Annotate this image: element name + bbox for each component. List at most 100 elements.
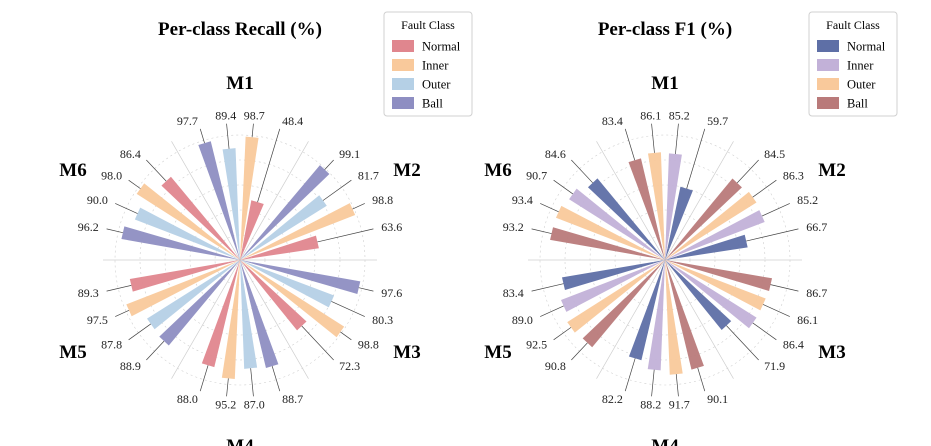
bar-base xyxy=(228,260,240,266)
value-label: 90.0 xyxy=(87,193,108,207)
bar-base xyxy=(663,247,665,260)
bar-base xyxy=(240,254,252,260)
legend-swatch-inner xyxy=(817,59,839,71)
value-label: 86.4 xyxy=(783,338,804,352)
legend-label-ball: Ball xyxy=(847,97,868,111)
legend-label-outer: Outer xyxy=(422,78,451,92)
leader-line xyxy=(571,342,588,361)
value-label: 96.2 xyxy=(78,220,99,234)
bars xyxy=(121,136,361,380)
bar-normal-m5 xyxy=(129,262,229,292)
leader-line xyxy=(571,159,593,184)
bar-ball-m3 xyxy=(251,262,361,295)
grid-spoke xyxy=(171,259,241,379)
bar-outer-m4 xyxy=(240,271,258,369)
leader-line xyxy=(146,340,165,361)
value-label: 59.7 xyxy=(707,114,728,128)
value-label: 89.0 xyxy=(512,313,533,327)
leader-line xyxy=(324,159,334,170)
leader-line xyxy=(226,123,230,149)
value-label: 85.2 xyxy=(669,109,690,123)
bar-base xyxy=(665,260,677,264)
bar-outer-m5 xyxy=(567,266,656,333)
value-label: 86.3 xyxy=(783,169,804,183)
leader-line xyxy=(752,322,777,341)
model-label-m5: M5 xyxy=(59,342,86,363)
bar-normal-m4 xyxy=(201,271,238,368)
value-label: 66.7 xyxy=(806,220,827,234)
bar-base xyxy=(654,252,665,260)
value-label: 82.2 xyxy=(602,392,623,406)
model-label-m6: M6 xyxy=(484,160,511,181)
leader-line xyxy=(675,374,679,397)
bar-base xyxy=(240,250,249,260)
leader-line xyxy=(770,284,799,292)
bar-ball-m4 xyxy=(667,271,704,370)
bar-inner-m6 xyxy=(136,183,231,254)
bar-normal-m1 xyxy=(242,200,264,249)
bar-ball-m2 xyxy=(672,178,742,252)
bar-base xyxy=(229,252,240,260)
bar-base xyxy=(665,248,670,260)
value-label: 81.7 xyxy=(358,169,379,183)
value-label: 88.0 xyxy=(177,392,198,406)
value-label: 97.5 xyxy=(87,313,108,327)
grid-spoke xyxy=(664,141,734,261)
leader-line xyxy=(736,159,759,184)
legend-label-normal: Normal xyxy=(422,40,461,54)
leader-line xyxy=(199,128,205,144)
value-label: 88.9 xyxy=(120,359,141,373)
bar-base xyxy=(654,260,665,268)
value-label: 99.1 xyxy=(339,147,360,161)
leader-line xyxy=(746,228,799,242)
bar-base xyxy=(240,260,245,272)
model-label-m3: M3 xyxy=(393,342,420,363)
bar-ball-m2 xyxy=(247,165,330,252)
bar-base xyxy=(665,252,676,260)
legend-title: Fault Class xyxy=(826,18,880,32)
bar-ball-m3 xyxy=(676,262,773,291)
leader-line xyxy=(624,358,636,392)
polar-grid xyxy=(103,134,377,386)
bar-base xyxy=(665,260,670,272)
legend: Fault Class Normal Inner Outer Ball xyxy=(808,11,898,117)
model-label-m5: M5 xyxy=(484,342,511,363)
chart-title: Per-class Recall (%) xyxy=(158,19,322,40)
bar-ball-m1 xyxy=(628,158,663,249)
bar-base xyxy=(240,248,245,260)
bar-inner-m4 xyxy=(647,271,665,371)
bar-base xyxy=(228,256,240,260)
bar-outer-m4 xyxy=(665,271,683,375)
leader-line xyxy=(686,128,706,189)
value-label: 93.2 xyxy=(503,220,524,234)
leader-line xyxy=(726,325,759,361)
model-label-m1: M1 xyxy=(651,73,678,94)
value-label: 97.6 xyxy=(381,286,402,300)
value-label: 72.3 xyxy=(339,359,360,373)
grid-spoke xyxy=(664,259,734,379)
bar-base xyxy=(240,248,242,260)
bar-base xyxy=(656,250,665,260)
leader-line xyxy=(358,287,374,292)
grid-spoke xyxy=(596,141,666,261)
bar-inner-m3 xyxy=(249,266,345,338)
leader-line xyxy=(250,368,254,397)
value-label: 86.7 xyxy=(806,286,827,300)
leader-line xyxy=(761,203,790,217)
bar-base xyxy=(665,250,674,260)
bar-inner-m1 xyxy=(240,136,259,249)
bar-normal-m5 xyxy=(562,262,654,290)
value-label: 91.7 xyxy=(669,397,690,411)
value-label: 93.4 xyxy=(512,193,533,207)
value-label: 87.0 xyxy=(244,397,265,411)
bar-base xyxy=(240,260,252,264)
legend: Fault Class Normal Inner Outer Ball xyxy=(383,11,473,117)
value-label: 85.2 xyxy=(797,193,818,207)
bar-base xyxy=(240,260,252,266)
grid-spoke xyxy=(171,141,241,261)
bar-base xyxy=(653,260,665,266)
value-label: 95.2 xyxy=(215,397,236,411)
bar-outer-m2 xyxy=(249,195,327,254)
leader-line xyxy=(540,203,559,213)
bar-outer-m3 xyxy=(250,264,335,308)
